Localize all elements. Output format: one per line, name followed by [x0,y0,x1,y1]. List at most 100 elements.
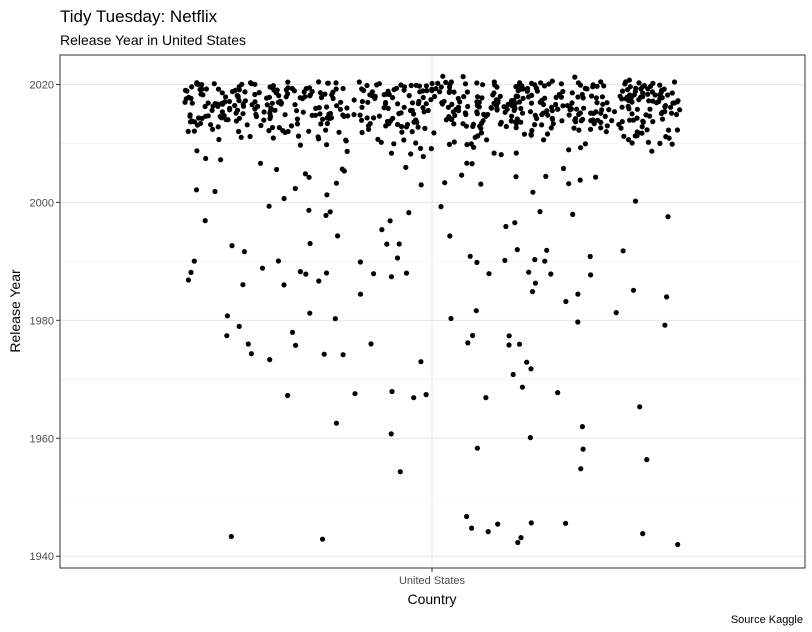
data-point [497,93,503,99]
data-point [351,97,357,103]
data-point [620,248,626,254]
data-point [464,160,470,166]
data-point [662,322,668,328]
data-point [403,270,410,276]
data-point [624,87,631,93]
data-point [244,122,250,128]
data-point [560,88,566,95]
data-point [408,151,414,157]
data-point [224,333,230,339]
data-point [461,94,467,100]
data-point [661,86,667,92]
data-point [343,138,349,144]
data-point [388,431,394,437]
data-point [625,103,631,109]
data-point [577,177,583,183]
data-point [316,79,322,85]
data-point [378,139,384,145]
data-point [319,536,326,542]
data-point [240,103,247,109]
data-point [302,171,308,177]
data-point [418,182,424,188]
data-point [665,214,671,220]
data-point [227,105,233,111]
data-point [515,93,521,99]
data-point [621,133,627,139]
data-point [603,129,609,135]
data-point [333,86,339,92]
data-point [575,94,581,100]
data-point [455,95,461,102]
data-point [575,319,581,325]
data-point [579,424,586,430]
data-point [403,124,410,130]
data-point [321,351,327,357]
data-point [470,332,476,339]
data-point [232,102,238,109]
data-point [475,133,481,139]
data-point [503,223,509,230]
data-point [498,119,504,125]
data-point [545,112,551,118]
data-point [324,104,330,110]
data-point [521,131,528,137]
data-point [509,113,515,119]
data-point [464,89,470,95]
data-point [588,126,594,132]
data-point [630,287,637,293]
data-point [463,111,469,118]
data-point [333,180,339,186]
data-point [469,161,475,167]
data-point [236,128,242,135]
data-point [367,92,373,98]
data-point [324,115,330,121]
data-point [537,209,543,215]
y-tick-label: 2020 [30,79,54,91]
data-point [381,105,387,111]
data-point [465,340,471,346]
data-point [333,420,339,426]
data-point [401,104,407,110]
data-point [659,116,666,122]
data-point [376,81,382,87]
data-point [632,198,639,204]
data-point [549,108,555,114]
data-point [548,125,554,131]
data-point [266,94,272,100]
data-point [391,87,397,93]
data-point [611,109,618,115]
data-point [491,100,497,106]
data-point [210,126,216,132]
data-point [513,84,519,90]
data-point [566,112,572,118]
data-point [182,87,188,93]
data-point [569,90,575,96]
data-point [652,92,658,98]
data-point [340,85,346,92]
axes: 1940 1960 1980 2000 2020 United States [30,79,466,587]
data-point [300,109,306,115]
data-point [518,119,524,125]
data-point [252,91,258,98]
data-point [560,165,567,172]
data-point [527,435,534,441]
data-point [247,133,253,140]
data-point [469,525,475,531]
data-point [323,270,330,276]
data-point [601,83,607,89]
data-point [548,271,554,277]
x-axis-title: Country [407,591,456,607]
data-point [494,106,500,112]
data-point [327,209,333,215]
data-point [519,110,526,116]
data-point [446,141,452,147]
data-point [598,110,604,116]
data-point [329,92,335,98]
data-point [421,109,427,115]
data-point [514,118,520,124]
data-point [598,79,604,85]
data-point [351,112,357,118]
data-point [202,218,208,224]
data-point [572,74,578,80]
data-point [282,112,288,118]
